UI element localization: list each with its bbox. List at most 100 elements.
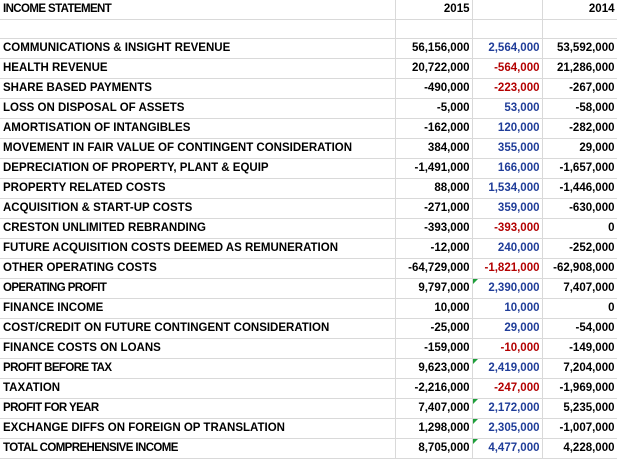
change-value-cell[interactable]: -223,000: [472, 78, 543, 99]
change-value-cell[interactable]: 10,000: [472, 298, 543, 319]
prior-year-value-cell[interactable]: 53,592,000: [542, 38, 617, 59]
change-value-cell[interactable]: -1,821,000: [472, 258, 543, 279]
row-label-cell[interactable]: TAXATION: [0, 378, 396, 399]
current-year-value-cell[interactable]: 1,298,000: [395, 418, 473, 439]
current-year-value-cell[interactable]: 384,000: [395, 138, 473, 159]
prior-year-value-cell[interactable]: -62,908,000: [542, 258, 617, 279]
table-row: DEPRECIATION OF PROPERTY, PLANT & EQUIP -…: [0, 158, 617, 179]
prior-year-value-cell[interactable]: -252,000: [542, 238, 617, 259]
change-value-cell[interactable]: 2,172,000: [472, 398, 543, 419]
current-year-value-cell[interactable]: -5,000: [395, 98, 473, 119]
current-year-value-cell[interactable]: -2,216,000: [395, 378, 473, 399]
current-year-value-cell[interactable]: -393,000: [395, 218, 473, 239]
change-value-cell[interactable]: 166,000: [472, 158, 543, 179]
row-label-cell[interactable]: LOSS ON DISPOSAL OF ASSETS: [0, 98, 396, 119]
prior-year-value-cell[interactable]: -1,007,000: [542, 418, 617, 439]
current-year-value-cell[interactable]: 9,623,000: [395, 358, 473, 379]
table-row: FUTURE ACQUISITION COSTS DEEMED AS REMUN…: [0, 238, 617, 259]
current-year-value-cell[interactable]: -490,000: [395, 78, 473, 99]
prior-year-value-cell[interactable]: -149,000: [542, 338, 617, 359]
current-year-value-cell[interactable]: 7,407,000: [395, 398, 473, 419]
current-year-value-cell[interactable]: [395, 19, 473, 39]
year-current-header-cell[interactable]: 2015: [395, 0, 473, 20]
current-year-value-cell[interactable]: 8,705,000: [395, 438, 473, 459]
row-label-cell[interactable]: AMORTISATION OF INTANGIBLES: [0, 118, 396, 139]
row-label-cell[interactable]: SHARE BASED PAYMENTS: [0, 78, 396, 99]
change-value-cell[interactable]: 240,000: [472, 238, 543, 259]
change-value-cell[interactable]: 355,000: [472, 138, 543, 159]
current-year-value-cell[interactable]: -25,000: [395, 318, 473, 339]
row-label-cell[interactable]: PROPERTY RELATED COSTS: [0, 178, 396, 199]
change-value-cell[interactable]: -564,000: [472, 58, 543, 79]
row-label-cell[interactable]: DEPRECIATION OF PROPERTY, PLANT & EQUIP: [0, 158, 396, 179]
prior-year-value-cell[interactable]: -282,000: [542, 118, 617, 139]
current-year-value-cell[interactable]: 56,156,000: [395, 38, 473, 59]
row-label-cell[interactable]: FINANCE COSTS ON LOANS: [0, 338, 396, 359]
statement-title-cell[interactable]: INCOME STATEMENT: [0, 0, 396, 20]
prior-year-value-cell[interactable]: 7,204,000: [542, 358, 617, 379]
current-year-value-cell[interactable]: -12,000: [395, 238, 473, 259]
year-prior-header-cell[interactable]: 2014: [542, 0, 617, 20]
change-value-cell[interactable]: 2,419,000: [472, 358, 543, 379]
current-year-value-cell[interactable]: 88,000: [395, 178, 473, 199]
change-value-cell[interactable]: 1,534,000: [472, 178, 543, 199]
change-value-cell[interactable]: -10,000: [472, 338, 543, 359]
row-label-cell[interactable]: PROFIT BEFORE TAX: [0, 358, 396, 379]
prior-year-value-cell[interactable]: 5,235,000: [542, 398, 617, 419]
table-row: TOTAL COMPREHENSIVE INCOME 8,705,000 4,477…: [0, 438, 617, 459]
prior-year-value-cell[interactable]: -267,000: [542, 78, 617, 99]
row-label-cell[interactable]: MOVEMENT IN FAIR VALUE OF CONTINGENT CON…: [0, 138, 396, 159]
change-value-cell[interactable]: 120,000: [472, 118, 543, 139]
table-row: COMMUNICATIONS & INSIGHT REVENUE 56,156,0…: [0, 38, 617, 59]
prior-year-value-cell[interactable]: 0: [542, 218, 617, 239]
change-value-cell[interactable]: 2,564,000: [472, 38, 543, 59]
change-value-cell[interactable]: 53,000: [472, 98, 543, 119]
row-label-cell[interactable]: PROFIT FOR YEAR: [0, 398, 396, 419]
table-row: FINANCE COSTS ON LOANS -159,000 -10,000 -14…: [0, 338, 617, 359]
change-value-cell[interactable]: [472, 19, 543, 39]
prior-year-value-cell[interactable]: -58,000: [542, 98, 617, 119]
row-label-cell[interactable]: COMMUNICATIONS & INSIGHT REVENUE: [0, 38, 396, 59]
prior-year-value-cell[interactable]: [542, 19, 617, 39]
change-header-cell[interactable]: [472, 0, 543, 20]
row-label-cell[interactable]: OPERATING PROFIT: [0, 278, 396, 299]
change-value-cell[interactable]: 2,305,000: [472, 418, 543, 439]
row-label-cell[interactable]: TOTAL COMPREHENSIVE INCOME: [0, 438, 396, 459]
current-year-value-cell[interactable]: 9,797,000: [395, 278, 473, 299]
row-label-cell[interactable]: COST/CREDIT ON FUTURE CONTINGENT CONSIDE…: [0, 318, 396, 339]
row-label-cell[interactable]: [0, 19, 396, 39]
current-year-value-cell[interactable]: 10,000: [395, 298, 473, 319]
prior-year-value-cell[interactable]: -54,000: [542, 318, 617, 339]
change-value-cell[interactable]: 4,477,000: [472, 438, 543, 459]
change-value-cell[interactable]: 29,000: [472, 318, 543, 339]
change-value-cell[interactable]: -393,000: [472, 218, 543, 239]
current-year-value-cell[interactable]: -1,491,000: [395, 158, 473, 179]
row-label-cell[interactable]: FINANCE INCOME: [0, 298, 396, 319]
row-label-cell[interactable]: CRESTON UNLIMITED REBRANDING: [0, 218, 396, 239]
prior-year-value-cell[interactable]: 7,407,000: [542, 278, 617, 299]
prior-year-value-cell[interactable]: 29,000: [542, 138, 617, 159]
change-value-cell[interactable]: -247,000: [472, 378, 543, 399]
current-year-value-cell[interactable]: 20,722,000: [395, 58, 473, 79]
prior-year-value-cell[interactable]: -1,657,000: [542, 158, 617, 179]
prior-year-value-cell[interactable]: -1,969,000: [542, 378, 617, 399]
statement-rows: COMMUNICATIONS & INSIGHT REVENUE 56,156,0…: [0, 19, 617, 459]
row-label-cell[interactable]: ACQUISITION & START-UP COSTS: [0, 198, 396, 219]
row-label-cell[interactable]: FUTURE ACQUISITION COSTS DEEMED AS REMUN…: [0, 238, 396, 259]
prior-year-value-cell[interactable]: -630,000: [542, 198, 617, 219]
change-value-cell[interactable]: 2,390,000: [472, 278, 543, 299]
row-label-cell[interactable]: HEALTH REVENUE: [0, 58, 396, 79]
table-row: MOVEMENT IN FAIR VALUE OF CONTINGENT CON…: [0, 138, 617, 159]
prior-year-value-cell[interactable]: 4,228,000: [542, 438, 617, 459]
current-year-value-cell[interactable]: -162,000: [395, 118, 473, 139]
prior-year-value-cell[interactable]: -1,446,000: [542, 178, 617, 199]
prior-year-value-cell[interactable]: 21,286,000: [542, 58, 617, 79]
prior-year-value-cell[interactable]: 0: [542, 298, 617, 319]
current-year-value-cell[interactable]: -271,000: [395, 198, 473, 219]
change-value-cell[interactable]: 359,000: [472, 198, 543, 219]
row-label-cell[interactable]: EXCHANGE DIFFS ON FOREIGN OP TRANSLATION: [0, 418, 396, 439]
table-row: PROFIT BEFORE TAX 9,623,000 2,419,000 7,204…: [0, 358, 617, 379]
current-year-value-cell[interactable]: -159,000: [395, 338, 473, 359]
row-label-cell[interactable]: OTHER OPERATING COSTS: [0, 258, 396, 279]
current-year-value-cell[interactable]: -64,729,000: [395, 258, 473, 279]
